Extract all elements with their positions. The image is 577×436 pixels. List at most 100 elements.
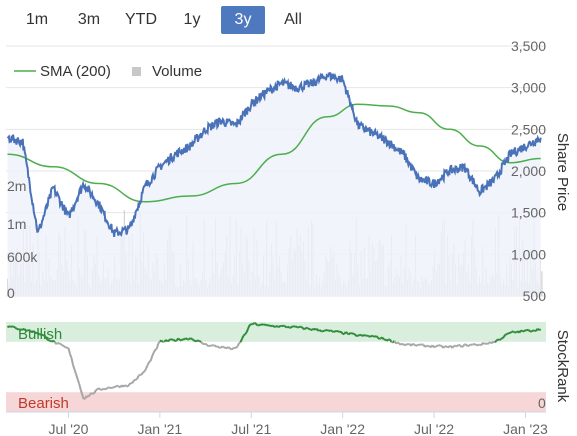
stockrank-segment bbox=[154, 347, 158, 351]
stockrank-segment bbox=[276, 325, 280, 329]
stockrank-segment bbox=[345, 331, 348, 334]
price-area bbox=[7, 72, 541, 297]
stockrank-segment bbox=[43, 334, 47, 338]
stockrank-segment bbox=[90, 392, 94, 395]
stockrank-segment bbox=[244, 331, 248, 335]
stockrank-segment bbox=[395, 341, 399, 345]
range-1y-button[interactable]: 1y bbox=[183, 11, 201, 28]
stockrank-segment bbox=[326, 329, 330, 332]
volume-legend-swatch bbox=[132, 67, 141, 76]
stockrank-segment bbox=[488, 341, 491, 344]
stockrank-segment bbox=[148, 359, 152, 363]
stockrank-segment bbox=[482, 341, 485, 345]
stockrank-segment bbox=[328, 329, 331, 332]
stockrank-segment bbox=[70, 357, 74, 366]
stockrank-segment bbox=[238, 341, 242, 344]
stockrank-segment bbox=[509, 331, 513, 334]
range-3m-button[interactable]: 3m bbox=[77, 11, 101, 28]
range-ytd-button[interactable]: YTD bbox=[125, 11, 157, 28]
stockrank-segment bbox=[495, 338, 499, 342]
stockrank-segment bbox=[32, 330, 36, 334]
stockrank-panel: Bullish Bearish 0 StockRank bbox=[6, 322, 571, 412]
range-all-button[interactable]: All bbox=[284, 11, 302, 28]
stockrank-segment bbox=[136, 375, 140, 380]
stockrank-segment bbox=[72, 364, 76, 370]
price-tick-label: 500 bbox=[523, 288, 547, 304]
stockrank-segment bbox=[40, 333, 44, 337]
stockrank-segment bbox=[534, 329, 537, 333]
stockrank-segment bbox=[315, 328, 320, 332]
stockrank-segment bbox=[87, 394, 91, 398]
stockrank-segment bbox=[253, 322, 257, 325]
stockrank-segment bbox=[381, 336, 385, 341]
stockrank-segment bbox=[116, 384, 120, 388]
stockrank-segment bbox=[226, 346, 230, 349]
range-3y-button[interactable]: 3y bbox=[221, 6, 265, 34]
stockrank-segment bbox=[503, 333, 507, 338]
date-tick-label: Jan '23 bbox=[503, 421, 548, 436]
stockrank-segment bbox=[361, 334, 365, 337]
stockrank-segment bbox=[135, 378, 138, 381]
stockrank-segment bbox=[49, 339, 53, 343]
stockrank-segment bbox=[363, 333, 367, 337]
stockrank-segment bbox=[177, 337, 181, 341]
stockrank-segment bbox=[461, 345, 464, 348]
stockrank-segment bbox=[63, 345, 66, 348]
stockrank-segment bbox=[242, 333, 246, 337]
price-tick-label: 1,000 bbox=[511, 246, 546, 262]
stockrank-segment bbox=[115, 384, 118, 388]
stockrank-segment bbox=[221, 345, 225, 349]
stockrank-segment bbox=[160, 339, 164, 343]
stockrank-segment bbox=[271, 324, 275, 328]
stockrank-segment bbox=[456, 344, 460, 348]
stockrank-segment bbox=[303, 326, 307, 331]
legend-volume-label[interactable]: Volume bbox=[152, 63, 202, 80]
stockrank-segment bbox=[366, 334, 369, 338]
volume-tick-label: 1m bbox=[7, 216, 26, 232]
stockrank-segment bbox=[168, 338, 172, 342]
stockrank-segment bbox=[494, 339, 498, 343]
stockrank-segment bbox=[118, 385, 121, 389]
range-1m-button[interactable]: 1m bbox=[25, 11, 49, 28]
stockrank-segment bbox=[78, 383, 82, 390]
legend-sma-label[interactable]: SMA (200) bbox=[40, 63, 111, 80]
price-axis-ticks: 500 1,000 1,500 2,000 2,500 3,000 3,500 bbox=[511, 38, 546, 304]
stockrank-segment bbox=[46, 338, 50, 342]
stockrank-segment bbox=[146, 361, 151, 366]
stockrank-segment bbox=[252, 322, 255, 326]
stockrank-segment bbox=[294, 325, 298, 329]
stockrank-segment bbox=[410, 343, 414, 347]
stockrank-segment bbox=[6, 325, 10, 329]
stockrank-segment bbox=[300, 326, 304, 330]
stockrank-segment bbox=[140, 371, 144, 376]
stockrank-segment bbox=[376, 336, 380, 340]
stockrank-segment bbox=[10, 325, 13, 328]
stockrank-segment bbox=[75, 374, 79, 380]
stockrank-segment bbox=[491, 340, 495, 345]
stockrank-segment bbox=[506, 332, 510, 335]
stockrank-segment bbox=[292, 325, 295, 328]
stockrank-segment bbox=[307, 327, 310, 330]
stockrank-segment bbox=[311, 327, 315, 331]
stockrank-segment bbox=[230, 347, 234, 351]
stockrank-segment bbox=[302, 327, 306, 331]
stockrank-segment bbox=[313, 327, 316, 331]
stockrank-zero-tick: 0 bbox=[538, 395, 546, 411]
stockrank-segment bbox=[236, 342, 241, 347]
stockrank-segment bbox=[192, 339, 196, 343]
stockrank-segment bbox=[483, 342, 487, 345]
stockrank-segment bbox=[204, 342, 208, 346]
price-tick-label: 1,500 bbox=[511, 205, 546, 221]
stockrank-segment bbox=[203, 342, 206, 346]
stockrank-segment bbox=[468, 343, 472, 347]
stockrank-segment bbox=[197, 339, 200, 343]
price-tick-label: 3,500 bbox=[511, 38, 546, 54]
stockrank-segment bbox=[404, 343, 408, 347]
stockrank-segment bbox=[389, 338, 393, 343]
stockrank-segment bbox=[538, 328, 542, 331]
stockrank-segment bbox=[340, 331, 344, 335]
stockrank-segment bbox=[127, 383, 131, 388]
stockrank-segment bbox=[112, 386, 115, 389]
stockrank-segment bbox=[217, 345, 220, 349]
price-tick-label: 2,500 bbox=[511, 121, 546, 137]
